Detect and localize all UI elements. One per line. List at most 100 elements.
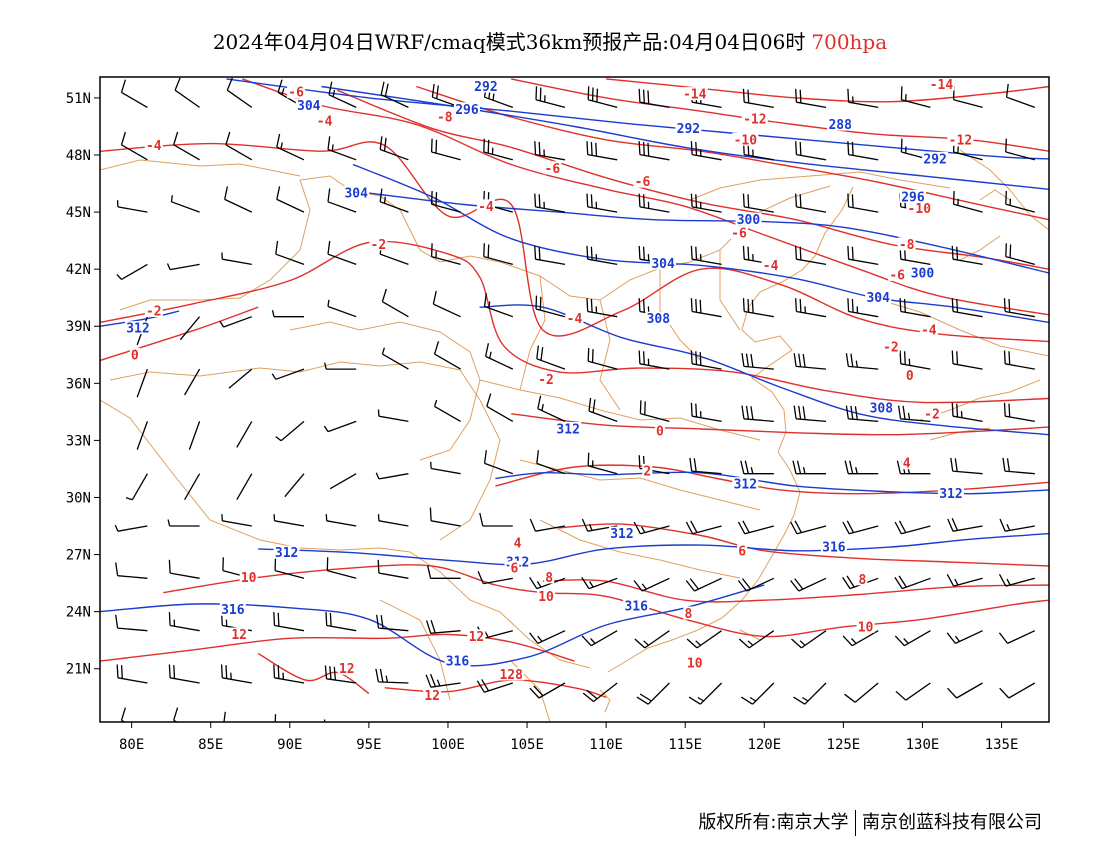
lon-tick-label: 130E <box>906 737 940 753</box>
wind-barb <box>221 252 252 266</box>
temperature-label: -6 <box>545 162 561 177</box>
temperature-contour <box>416 85 1049 221</box>
temperature-label: 4 <box>903 457 911 472</box>
wind-barb <box>587 86 618 109</box>
contour-label-bg <box>899 189 926 203</box>
copyright-right: 南京创蓝科技有限公司 <box>862 812 1042 833</box>
wind-barb <box>379 188 409 213</box>
temperature-label: 0 <box>906 369 914 384</box>
wind-barb <box>271 368 305 380</box>
height-label: 304 <box>651 257 675 272</box>
wind-barb <box>1005 190 1035 213</box>
wind-barb <box>690 245 722 266</box>
wind-barb <box>375 472 409 480</box>
axis-ticks: 80E 85E 90E 95E 100E 105E 110E 115E 120E 125E 130E… <box>66 91 1019 753</box>
wind-barb <box>946 573 983 587</box>
temperature-label: -8 <box>899 238 915 253</box>
contour-label-bg <box>909 265 936 279</box>
temperature-label: -4 <box>317 114 333 129</box>
contour-label-bg <box>922 406 941 420</box>
height-label: 316 <box>446 655 470 670</box>
wind-barb <box>425 620 461 634</box>
contour-label-bg <box>901 456 912 470</box>
temperature-label: 10 <box>241 571 257 586</box>
wind-barb <box>951 245 983 266</box>
wind-barb <box>236 421 253 448</box>
contour-label-bg <box>295 98 322 112</box>
wind-barb <box>430 190 461 213</box>
wind-barb <box>327 299 357 318</box>
contour-label-bg <box>937 486 964 500</box>
wind-barb <box>483 243 513 266</box>
contour-label-bg <box>498 667 525 681</box>
temperature-contour <box>495 464 1049 495</box>
wind-barb <box>223 711 226 722</box>
wind-barb <box>168 559 200 579</box>
contour-label-bg <box>741 111 768 125</box>
wind-barb <box>534 245 566 266</box>
wind-barb <box>483 450 514 475</box>
wind-barb <box>327 188 357 213</box>
temperature-label: 4 <box>514 537 522 552</box>
height-label: 304 <box>297 99 321 114</box>
map-title: 2024年04月04日WRF/cmaq模式36km预报产品:04月04日06时 7… <box>0 26 1100 55</box>
wind-barb <box>166 263 200 271</box>
wind-barb <box>375 668 409 684</box>
contour-label-bg <box>144 138 163 152</box>
wind-barb <box>380 81 409 108</box>
wind-barb <box>483 138 513 161</box>
wind-barb <box>116 200 148 213</box>
border-tibet <box>109 361 501 541</box>
wind-barb <box>381 288 409 318</box>
wind-barb <box>638 141 670 161</box>
wind-barb <box>534 193 566 213</box>
wind-barb <box>537 395 566 422</box>
wind-barb <box>844 460 879 475</box>
wind-barb <box>323 420 357 433</box>
lat-tick-label: 33N <box>66 433 91 449</box>
border-china <box>119 175 831 311</box>
wind-barb <box>1003 298 1035 318</box>
wind-barb <box>225 131 253 161</box>
temperature-label: 2 <box>643 464 651 479</box>
wind-barb <box>221 514 252 527</box>
temperature-label: 12 <box>424 689 440 704</box>
pressure-level: 700hpa <box>811 30 888 54</box>
wind-barb <box>116 263 148 280</box>
wind-barb <box>899 350 931 370</box>
wind-barb <box>274 557 305 579</box>
wind-barb <box>115 562 148 579</box>
wind-barb <box>120 707 127 722</box>
temperature-label: 6 <box>510 561 518 576</box>
wind-barb <box>741 405 774 423</box>
temperature-contour <box>100 240 1049 404</box>
wind-barb <box>224 186 253 213</box>
wind-barb <box>167 519 200 527</box>
wind-barb <box>999 682 1036 699</box>
lon-tick-label: 115E <box>668 737 702 753</box>
lat-tick-label: 27N <box>66 548 91 564</box>
footer-separator <box>854 810 856 836</box>
lat-tick-label: 45N <box>66 205 91 221</box>
temperature-label: -4 <box>921 324 937 339</box>
height-label: 316 <box>822 540 846 555</box>
wind-barb <box>219 316 253 328</box>
lon-tick-label: 80E <box>119 737 144 753</box>
temperature-label: -6 <box>731 227 747 242</box>
wind-barb <box>793 682 827 705</box>
wind-barb <box>325 612 357 632</box>
height-label: 304 <box>344 187 368 202</box>
wind-barb <box>688 682 723 705</box>
temperature-label: 128 <box>499 668 523 683</box>
wind-barb <box>429 507 461 527</box>
wind-barb <box>273 664 305 684</box>
contour-label-bg <box>537 589 556 603</box>
contour-label-bg <box>239 570 258 584</box>
wind-barb <box>690 141 722 161</box>
height-contour <box>368 192 1049 274</box>
wind-barb <box>324 665 357 684</box>
wind-barb <box>173 707 179 722</box>
contour-label-bg <box>865 290 892 304</box>
height-label: 308 <box>870 402 894 417</box>
height-label: 312 <box>275 546 298 561</box>
